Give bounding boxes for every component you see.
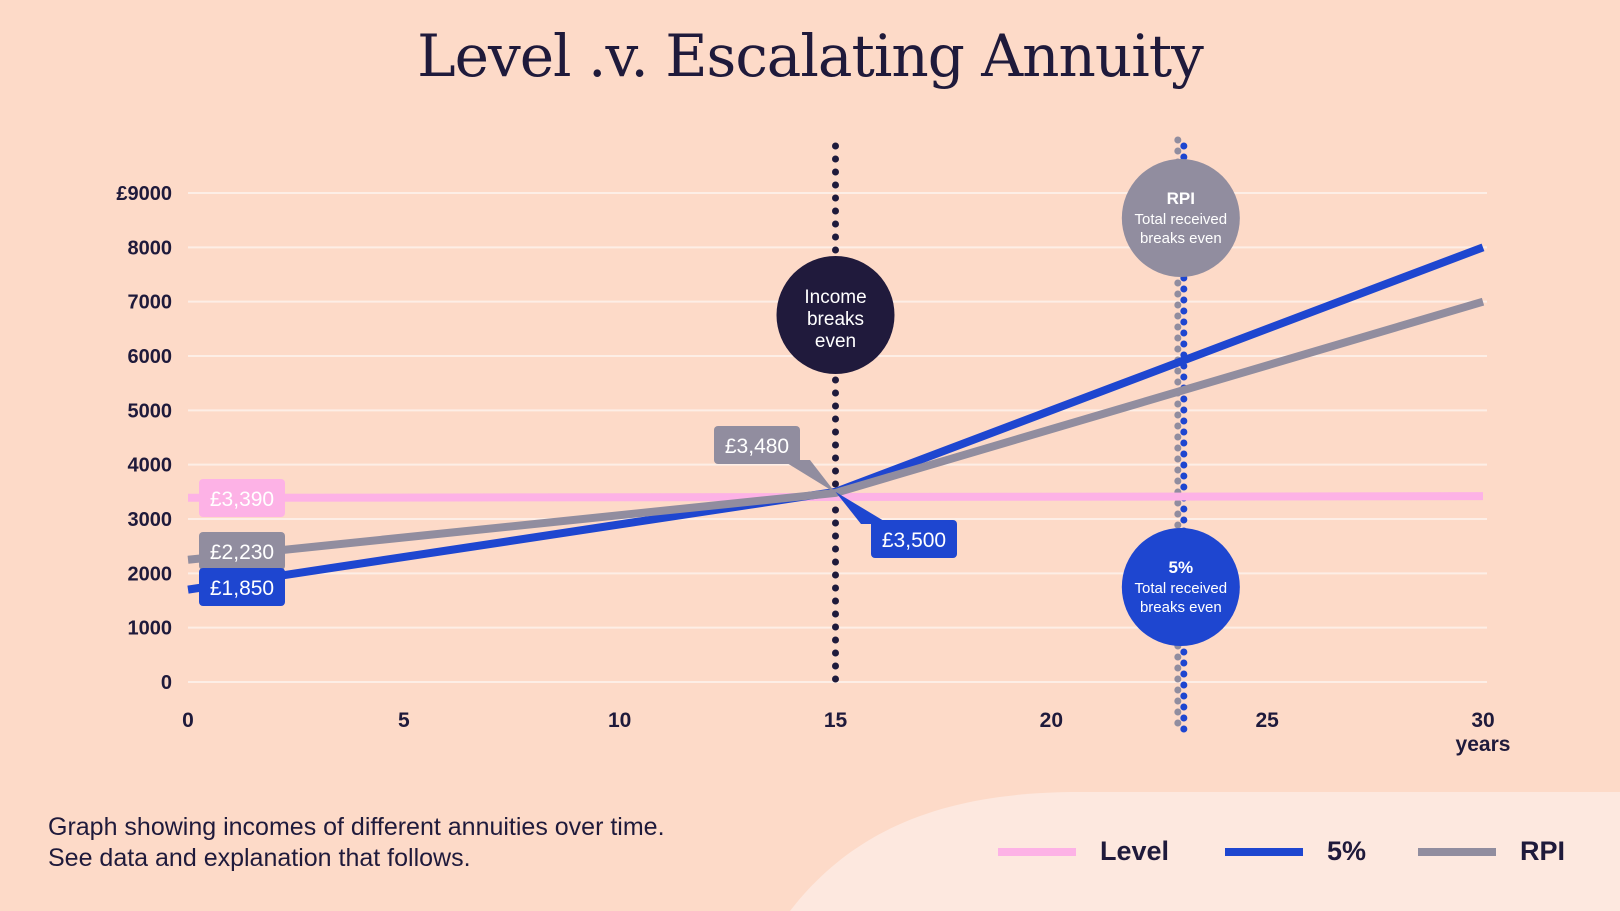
pct5-breakeven-badge: 5% Total received breaks even bbox=[1121, 528, 1240, 646]
legend-label-level: Level bbox=[1100, 836, 1170, 866]
callout-pointer bbox=[782, 460, 836, 493]
x-tick-label-15: 15 bbox=[824, 709, 848, 732]
badge-text-line: even bbox=[815, 331, 856, 352]
badge-text-line: Income bbox=[804, 287, 866, 308]
callout-box bbox=[199, 568, 285, 606]
callout-box bbox=[714, 426, 800, 464]
legend-swatch-rpi bbox=[1418, 847, 1496, 856]
legend-swatch-level bbox=[998, 847, 1076, 856]
legend-label-5pct: 5% bbox=[1327, 836, 1367, 866]
x-axis-label: years bbox=[1456, 733, 1511, 756]
badge-text-line: breaks even bbox=[1140, 599, 1222, 616]
x-tick-label-20: 20 bbox=[1040, 709, 1063, 732]
pct5-start-label: £1,850 bbox=[199, 568, 285, 606]
y-tick-label-5000: 5000 bbox=[128, 400, 173, 422]
callout-box bbox=[871, 520, 957, 558]
legend-item-5pct: 5% bbox=[1225, 836, 1366, 867]
badge-circle bbox=[776, 256, 895, 374]
rpi-breakeven-badge: RPI Total received breaks even bbox=[1121, 159, 1240, 277]
callout-text: £3,480 bbox=[725, 435, 789, 458]
callout-box bbox=[199, 479, 285, 517]
badge-text-line: breaks even bbox=[1140, 230, 1222, 247]
y-tick-label-2000: 2000 bbox=[128, 563, 173, 585]
y-tick-label-8000: 8000 bbox=[128, 237, 173, 259]
chart-caption: Graph showing incomes of different annui… bbox=[48, 812, 665, 874]
level-start-label: £3,390 bbox=[199, 479, 285, 517]
legend-label-rpi: RPI bbox=[1520, 836, 1566, 866]
callout-text: £1,850 bbox=[210, 577, 274, 600]
caption-line-2: See data and explanation that follows. bbox=[48, 844, 471, 872]
y-tick-label-9000: £9000 bbox=[116, 183, 172, 205]
callout-pointer bbox=[835, 491, 889, 524]
legend-swatch-5pct bbox=[1225, 847, 1303, 856]
y-tick-label-0: 0 bbox=[161, 672, 172, 694]
callout-text: £3,390 bbox=[210, 488, 274, 511]
legend-item-level: Level bbox=[998, 836, 1169, 867]
level-series-line bbox=[187, 492, 1484, 502]
x-tick-label-30: 30 bbox=[1471, 709, 1494, 732]
y-tick-label-7000: 7000 bbox=[128, 292, 173, 314]
chart-title: Level .v. Escalating Annuity bbox=[417, 22, 1204, 90]
badge-circle bbox=[1121, 159, 1240, 277]
x-tick-label-0: 0 bbox=[182, 709, 194, 732]
rpi-start-label: £2,230 bbox=[199, 532, 285, 570]
y-tick-label-1000: 1000 bbox=[128, 618, 173, 640]
footer-curve bbox=[790, 792, 1620, 911]
caption-line-1: Graph showing incomes of different annui… bbox=[48, 813, 665, 841]
callout-box bbox=[199, 532, 285, 570]
y-tick-label-4000: 4000 bbox=[128, 455, 173, 477]
badge-circle bbox=[1121, 528, 1240, 646]
badge-text-line: 5% bbox=[1169, 558, 1194, 577]
rpi-breakeven-value-label: £3,480 bbox=[714, 426, 836, 493]
callout-text: £2,230 bbox=[210, 541, 274, 564]
pct5-breakeven-value-label: £3,500 bbox=[835, 491, 957, 558]
x-tick-label-25: 25 bbox=[1255, 709, 1279, 732]
y-tick-label-3000: 3000 bbox=[128, 509, 173, 531]
badge-text-line: breaks bbox=[807, 309, 864, 330]
x-tick-label-5: 5 bbox=[398, 709, 410, 732]
badge-text-line: RPI bbox=[1167, 189, 1195, 208]
callout-text: £3,500 bbox=[882, 529, 946, 552]
badge-text-line: Total received bbox=[1135, 580, 1228, 597]
badge-text-line: Total received bbox=[1135, 211, 1228, 228]
legend-item-rpi: RPI bbox=[1418, 836, 1565, 867]
x-tick-label-10: 10 bbox=[608, 709, 631, 732]
y-tick-label-6000: 6000 bbox=[128, 346, 173, 368]
